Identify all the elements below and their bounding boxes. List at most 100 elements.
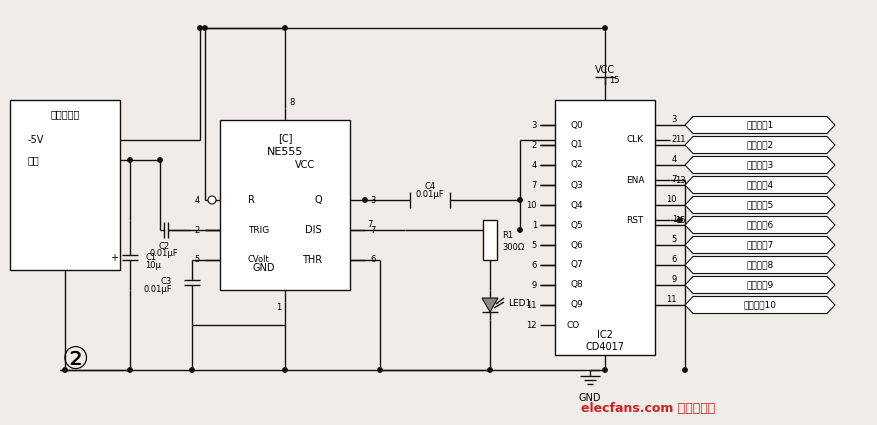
Text: 2: 2 — [531, 141, 537, 150]
Text: 控制输出10: 控制输出10 — [744, 300, 776, 309]
Bar — [555, 100, 655, 355]
Text: 11: 11 — [667, 295, 677, 303]
Circle shape — [208, 196, 216, 204]
Text: 3: 3 — [672, 114, 677, 124]
Text: 9: 9 — [531, 280, 537, 289]
Text: Q3: Q3 — [571, 181, 583, 190]
Text: CO: CO — [567, 320, 580, 329]
Circle shape — [488, 368, 492, 372]
Circle shape — [282, 26, 287, 30]
Text: 7: 7 — [370, 226, 375, 235]
Text: 11: 11 — [675, 136, 686, 144]
Text: Q: Q — [314, 195, 322, 205]
Text: C4: C4 — [424, 181, 436, 190]
Circle shape — [378, 368, 382, 372]
Text: ②: ② — [61, 346, 89, 374]
Polygon shape — [685, 297, 835, 314]
Polygon shape — [685, 176, 835, 193]
Text: 遥控接收头: 遥控接收头 — [50, 109, 80, 119]
Text: C1: C1 — [145, 253, 156, 263]
Circle shape — [517, 228, 522, 232]
Polygon shape — [685, 216, 835, 233]
Text: NE555: NE555 — [267, 147, 303, 157]
Text: 7: 7 — [672, 175, 677, 184]
Text: 2: 2 — [672, 134, 677, 144]
Polygon shape — [685, 236, 835, 253]
Text: Q1: Q1 — [571, 141, 583, 150]
Text: 10: 10 — [526, 201, 537, 210]
Text: CD4017: CD4017 — [586, 342, 624, 352]
Text: 5: 5 — [672, 235, 677, 244]
Text: 控制输出2: 控制输出2 — [746, 141, 774, 150]
Circle shape — [128, 158, 132, 162]
Text: Q5: Q5 — [571, 221, 583, 230]
Bar — [10, 100, 120, 270]
Circle shape — [128, 368, 132, 372]
Circle shape — [189, 368, 194, 372]
Text: 控制输出3: 控制输出3 — [746, 161, 774, 170]
Text: 3: 3 — [370, 196, 375, 204]
Text: 1: 1 — [531, 221, 537, 230]
Text: 0.01μF: 0.01μF — [143, 286, 172, 295]
Text: GND: GND — [579, 393, 602, 403]
Text: 15: 15 — [675, 215, 686, 224]
Text: 控制输出7: 控制输出7 — [746, 241, 774, 249]
Text: C2: C2 — [159, 241, 169, 250]
Text: 7: 7 — [367, 219, 373, 229]
Text: -5V: -5V — [28, 135, 45, 145]
Text: 1: 1 — [672, 215, 677, 224]
Text: LED1: LED1 — [508, 300, 531, 309]
Polygon shape — [685, 116, 835, 133]
Text: 4: 4 — [531, 161, 537, 170]
Text: 0.01μF: 0.01μF — [416, 190, 445, 198]
Text: 控制输出4: 控制输出4 — [746, 181, 774, 190]
Text: +: + — [110, 253, 118, 263]
Text: 12: 12 — [526, 320, 537, 329]
Text: RST: RST — [626, 215, 644, 224]
Text: R: R — [248, 195, 255, 205]
Text: 4: 4 — [672, 155, 677, 164]
Text: 9: 9 — [672, 275, 677, 283]
Circle shape — [363, 198, 367, 202]
Bar — [220, 120, 350, 290]
Text: 7: 7 — [531, 181, 537, 190]
Polygon shape — [685, 136, 835, 153]
Circle shape — [198, 26, 203, 30]
Text: IC2: IC2 — [597, 330, 613, 340]
Text: Q6: Q6 — [571, 241, 583, 249]
Polygon shape — [685, 196, 835, 213]
Circle shape — [282, 368, 287, 372]
Text: Q8: Q8 — [571, 280, 583, 289]
Text: C3: C3 — [160, 278, 172, 286]
Text: CVolt: CVolt — [248, 255, 270, 264]
Text: 控制输出1: 控制输出1 — [746, 121, 774, 130]
Text: Q4: Q4 — [571, 201, 583, 210]
Text: Q7: Q7 — [571, 261, 583, 269]
Text: elecfans.com 电子发烧友: elecfans.com 电子发烧友 — [581, 402, 715, 414]
Text: 1: 1 — [275, 303, 281, 312]
Text: 信号: 信号 — [28, 155, 39, 165]
Text: 15: 15 — [609, 76, 619, 85]
Text: 6: 6 — [531, 261, 537, 269]
Text: 13: 13 — [675, 176, 686, 184]
Text: 控制输出9: 控制输出9 — [746, 280, 774, 289]
Circle shape — [678, 218, 682, 222]
Text: 4: 4 — [195, 196, 200, 204]
Text: 11: 11 — [526, 300, 537, 309]
Text: VCC: VCC — [595, 65, 615, 75]
Text: 6: 6 — [370, 255, 375, 264]
Text: Q9: Q9 — [571, 300, 583, 309]
Circle shape — [203, 26, 207, 30]
Text: CLK: CLK — [626, 136, 644, 144]
Circle shape — [517, 198, 522, 202]
Polygon shape — [482, 298, 498, 312]
Text: 控制输出8: 控制输出8 — [746, 261, 774, 269]
Polygon shape — [685, 156, 835, 173]
Text: DIS: DIS — [305, 225, 322, 235]
Text: 控制输出5: 控制输出5 — [746, 201, 774, 210]
Text: VCC: VCC — [295, 160, 315, 170]
Text: TRIG: TRIG — [248, 226, 269, 235]
Text: 10μ: 10μ — [145, 261, 160, 270]
Text: 300Ω: 300Ω — [502, 243, 524, 252]
Text: 控制输出6: 控制输出6 — [746, 221, 774, 230]
